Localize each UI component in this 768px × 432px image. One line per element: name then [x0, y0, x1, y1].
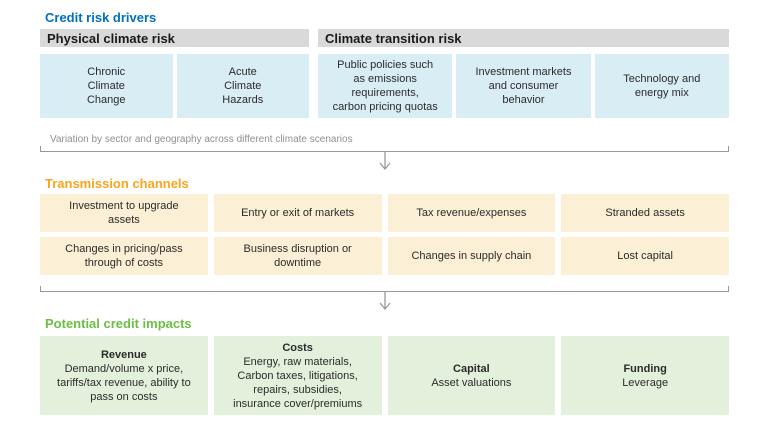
channel-cell-supply-chain: Changes in supply chain — [387, 237, 556, 275]
channel-cell-business-disruption: Business disruption or downtime — [213, 237, 382, 275]
impact-cell-funding-body: Leverage — [622, 376, 669, 389]
impact-cell-revenue-title: Revenue — [100, 348, 147, 361]
impact-cell-costs-body: Energy, raw materials, Carbon taxes, lit… — [233, 355, 363, 410]
channel-cell-lost-capital: Lost capital — [561, 237, 729, 275]
driver-cell-chronic-climate-change: Chronic Climate Change — [40, 54, 173, 118]
driver-cell-public-policies: Public policies such as emissions requir… — [318, 54, 453, 118]
impact-cell-revenue: Revenue Demand/volume x price, tariffs/t… — [40, 336, 208, 415]
transmission-channels-title: Transmission channels — [45, 176, 189, 191]
physical-climate-risk-group: Physical climate risk Chronic Climate Ch… — [40, 29, 309, 118]
driver-cell-investment-markets: Investment markets and consumer behavior — [456, 54, 591, 118]
impact-cell-capital-body: Asset valuations — [431, 376, 512, 389]
impact-cell-costs-title: Costs — [282, 341, 313, 354]
variation-note: Variation by sector and geography across… — [50, 134, 353, 145]
channel-cell-pricing-pass-through: Changes in pricing/pass through of costs — [40, 237, 208, 275]
credit-risk-drivers-title: Credit risk drivers — [45, 10, 157, 25]
transition-risk-cells: Public policies such as emissions requir… — [318, 54, 729, 118]
impact-cell-revenue-body: Demand/volume x price, tariffs/tax reven… — [57, 362, 191, 403]
down-arrow-icon — [40, 152, 729, 172]
physical-risk-cells: Chronic Climate Change Acute Climate Haz… — [40, 54, 309, 118]
channel-cell-investment-upgrade-assets: Investment to upgrade assets — [40, 194, 208, 232]
impact-cell-funding: Funding Leverage — [561, 336, 729, 415]
credit-risk-drivers-section: Physical climate risk Chronic Climate Ch… — [40, 29, 729, 118]
channel-cell-tax-revenue-expenses: Tax revenue/expenses — [387, 194, 556, 232]
down-arrow-icon — [40, 292, 729, 312]
transmission-channels-section: Investment to upgrade assets Entry or ex… — [40, 194, 729, 275]
climate-transition-risk-header: Climate transition risk — [318, 29, 729, 47]
potential-credit-impacts-section: Revenue Demand/volume x price, tariffs/t… — [40, 336, 729, 415]
channel-cell-stranded-assets: Stranded assets — [561, 194, 729, 232]
impact-cell-capital: Capital Asset valuations — [387, 336, 556, 415]
impact-cell-capital-title: Capital — [453, 362, 490, 375]
bracket-connector-1 — [40, 146, 729, 152]
driver-cell-acute-climate-hazards: Acute Climate Hazards — [176, 54, 309, 118]
climate-transition-risk-group: Climate transition risk Public policies … — [318, 29, 729, 118]
channel-cell-entry-exit-markets: Entry or exit of markets — [213, 194, 382, 232]
bracket-connector-2 — [40, 286, 729, 292]
potential-credit-impacts-title: Potential credit impacts — [45, 316, 192, 331]
driver-cell-technology-energy-mix: Technology and energy mix — [594, 54, 729, 118]
physical-climate-risk-header: Physical climate risk — [40, 29, 309, 47]
impact-cell-costs: Costs Energy, raw materials, Carbon taxe… — [213, 336, 382, 415]
impact-cell-funding-title: Funding — [623, 362, 667, 375]
